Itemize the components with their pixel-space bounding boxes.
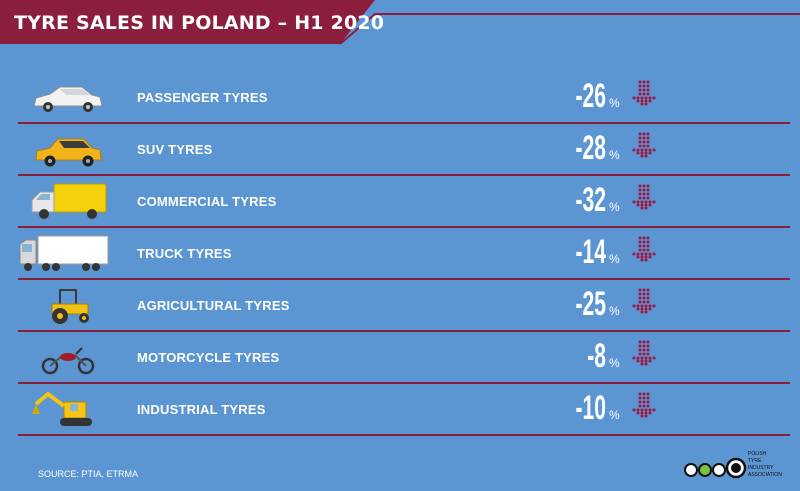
- row-divider: [18, 278, 790, 280]
- motorcycle-icon: [20, 336, 110, 378]
- excavator-icon: [20, 388, 110, 430]
- change-value: -28: [575, 129, 606, 167]
- down-arrow-icon: [632, 184, 656, 215]
- suv-icon: [20, 128, 110, 170]
- row-divider: [18, 174, 790, 176]
- change-value: -32: [575, 181, 606, 219]
- change-value: -25: [575, 285, 606, 323]
- category-label: COMMERCIAL TYRES: [137, 194, 277, 209]
- down-arrow-icon: [632, 288, 656, 319]
- van-icon: [20, 180, 110, 222]
- truck-icon: [19, 232, 110, 274]
- logo-wordmark: POLISH TYRE INDUSTRY ASSOCIATION: [748, 451, 782, 479]
- logo-line: ASSOCIATION: [748, 472, 782, 478]
- title-banner: TYRE SALES IN POLAND – H1 2020: [0, 0, 800, 50]
- down-arrow-icon: [632, 80, 656, 111]
- logo-line: TYRE: [748, 458, 762, 464]
- category-label: MOTORCYCLE TYRES: [137, 350, 280, 365]
- sales-row: INDUSTRIAL TYRES -10%: [0, 384, 800, 436]
- unit-label: %: [609, 148, 620, 162]
- unit-label: %: [609, 304, 620, 318]
- row-divider: [18, 382, 790, 384]
- sales-row: MOTORCYCLE TYRES -8%: [0, 332, 800, 384]
- page-title: TYRE SALES IN POLAND – H1 2020: [14, 12, 385, 34]
- row-divider: [18, 122, 790, 124]
- row-divider: [18, 330, 790, 332]
- sales-row: AGRICULTURAL TYRES -25%: [0, 280, 800, 332]
- sales-row: PASSENGER TYRES -26%: [0, 72, 800, 124]
- logo-line: POLISH: [748, 451, 767, 457]
- title-banner-shape: [0, 0, 800, 45]
- row-divider: [18, 226, 790, 228]
- category-label: TRUCK TYRES: [137, 246, 232, 261]
- tractor-icon: [20, 284, 110, 326]
- down-arrow-icon: [632, 236, 656, 267]
- category-label: PASSENGER TYRES: [137, 90, 268, 105]
- down-arrow-icon: [632, 132, 656, 163]
- category-label: SUV TYRES: [137, 142, 213, 157]
- car-icon: [20, 76, 110, 118]
- logo-line: INDUSTRY: [748, 465, 774, 471]
- sales-row: COMMERCIAL TYRES -32%: [0, 176, 800, 228]
- change-value: -10: [575, 389, 606, 427]
- sales-row: SUV TYRES -28%: [0, 124, 800, 176]
- category-label: AGRICULTURAL TYRES: [137, 298, 290, 313]
- change-value: -8: [587, 337, 606, 375]
- change-value: -14: [575, 233, 606, 271]
- down-arrow-icon: [632, 392, 656, 423]
- unit-label: %: [609, 408, 620, 422]
- source-note: SOURCE: PTIA, ETRMA: [38, 469, 139, 479]
- down-arrow-icon: [632, 340, 656, 371]
- unit-label: %: [609, 252, 620, 266]
- row-divider: [18, 434, 790, 436]
- change-value: -26: [575, 77, 606, 115]
- unit-label: %: [609, 200, 620, 214]
- ptia-logo-icon: [684, 457, 747, 479]
- unit-label: %: [609, 356, 620, 370]
- sales-row: TRUCK TYRES -14%: [0, 228, 800, 280]
- category-label: INDUSTRIAL TYRES: [137, 402, 266, 417]
- unit-label: %: [609, 96, 620, 110]
